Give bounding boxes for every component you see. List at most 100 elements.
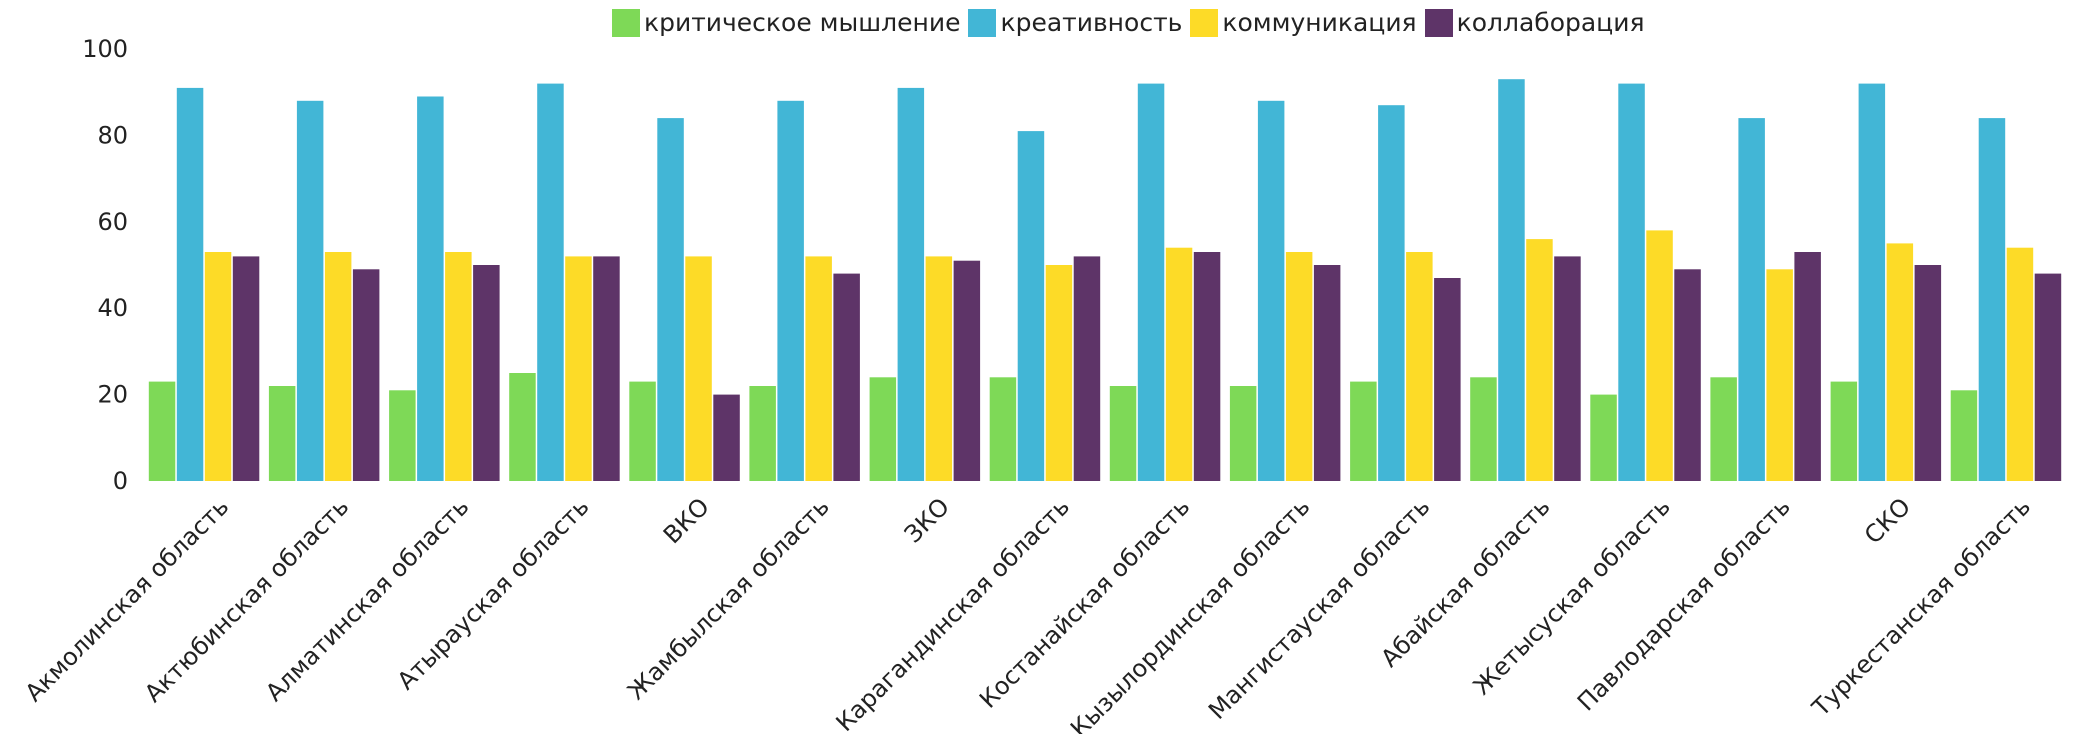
legend: критическое мышление креативность коммун… bbox=[612, 8, 1653, 37]
bar bbox=[417, 96, 444, 481]
bar bbox=[925, 256, 953, 481]
x-tick-label: ВКО bbox=[658, 492, 715, 549]
legend-swatch-creativity bbox=[968, 8, 997, 37]
bar bbox=[749, 386, 776, 481]
legend-item-collaboration: коллаборация bbox=[1424, 8, 1645, 37]
bar bbox=[953, 260, 981, 481]
bar bbox=[1406, 252, 1433, 481]
x-tick-label: Актюбинская область bbox=[139, 492, 354, 707]
x-tick-label: Костанайская область bbox=[974, 492, 1195, 713]
bar bbox=[805, 256, 832, 481]
bar bbox=[1165, 247, 1193, 481]
bar bbox=[833, 273, 860, 481]
bar bbox=[389, 390, 416, 481]
bar bbox=[1950, 390, 1978, 481]
bar bbox=[869, 377, 897, 481]
bar bbox=[176, 87, 204, 482]
bar bbox=[1378, 105, 1405, 481]
bar bbox=[473, 265, 500, 481]
legend-label-communication: коммуникация bbox=[1222, 8, 1417, 37]
x-tick-label: ЗКО bbox=[899, 492, 955, 548]
x-tick-label: Жамбылская область bbox=[622, 492, 835, 705]
bar bbox=[1470, 377, 1497, 481]
legend-label-creativity: креативность bbox=[1000, 8, 1183, 37]
bar bbox=[1257, 100, 1285, 482]
bar bbox=[1886, 243, 1914, 481]
x-tick-label: СКО bbox=[1859, 492, 1916, 549]
bar bbox=[2006, 247, 2034, 481]
legend-swatch-collaboration bbox=[1424, 8, 1453, 37]
y-axis: 0 20 40 60 80 100 bbox=[82, 35, 128, 495]
bar bbox=[1434, 278, 1461, 481]
bar bbox=[629, 381, 656, 481]
bar bbox=[1830, 381, 1858, 481]
bar bbox=[685, 256, 712, 481]
bar bbox=[1618, 83, 1645, 481]
bar bbox=[1526, 239, 1553, 481]
bar bbox=[1738, 118, 1765, 481]
bar bbox=[352, 269, 380, 481]
bar bbox=[1978, 118, 2006, 481]
x-tick-label: Алматинская область bbox=[260, 492, 474, 706]
bar bbox=[268, 386, 296, 481]
bar bbox=[1646, 230, 1673, 481]
bar bbox=[1794, 252, 1821, 481]
bar bbox=[1674, 269, 1701, 481]
x-tick-label: Атырауская область bbox=[392, 492, 595, 695]
x-tick-label: Кызылординская область bbox=[1065, 492, 1315, 734]
bar bbox=[897, 87, 925, 482]
bar bbox=[1590, 394, 1617, 481]
bar bbox=[296, 100, 324, 482]
bar bbox=[1137, 83, 1165, 481]
bar bbox=[1766, 269, 1793, 481]
y-tick-label: 80 bbox=[97, 121, 128, 149]
bar bbox=[1229, 386, 1257, 481]
bar bbox=[989, 377, 1017, 481]
bar bbox=[2034, 273, 2062, 481]
y-tick-label: 0 bbox=[113, 467, 128, 495]
bar bbox=[1073, 256, 1101, 481]
x-tick-label: Жетысуская область bbox=[1468, 492, 1676, 700]
bar bbox=[713, 394, 740, 481]
bar bbox=[1285, 252, 1313, 481]
x-tick-label: Туркестанская область bbox=[1806, 492, 2036, 722]
y-tick-label: 60 bbox=[97, 208, 128, 236]
bars bbox=[148, 79, 2062, 482]
bar bbox=[148, 381, 176, 481]
x-tick-label: Павлодарская область bbox=[1572, 492, 1796, 716]
bar bbox=[324, 252, 352, 481]
bar bbox=[565, 256, 592, 481]
bar bbox=[232, 256, 260, 481]
bar bbox=[1350, 381, 1377, 481]
y-tick-label: 20 bbox=[97, 381, 128, 409]
bar bbox=[1858, 83, 1886, 481]
bar bbox=[1914, 265, 1942, 481]
legend-label-collaboration: коллаборация bbox=[1456, 8, 1645, 37]
bar bbox=[1193, 252, 1221, 481]
bar bbox=[204, 252, 232, 481]
y-tick-label: 40 bbox=[97, 294, 128, 322]
legend-label-critical-thinking: критическое мышление bbox=[644, 8, 961, 37]
bar bbox=[1313, 265, 1341, 481]
bar bbox=[1017, 131, 1045, 481]
x-tick-label: Мангистауская область bbox=[1203, 492, 1435, 724]
x-tick-label: Акмолинская область bbox=[20, 492, 235, 707]
bar bbox=[777, 100, 804, 482]
bar bbox=[509, 373, 536, 481]
bar bbox=[1554, 256, 1581, 481]
bar bbox=[537, 83, 564, 481]
y-tick-label: 100 bbox=[82, 35, 128, 63]
bar bbox=[657, 118, 684, 481]
legend-swatch-critical-thinking bbox=[612, 8, 640, 37]
bar bbox=[1498, 79, 1525, 481]
bar bbox=[593, 256, 620, 481]
x-tick-label: Карагандинская область bbox=[831, 492, 1076, 734]
legend-swatch-communication bbox=[1190, 8, 1219, 37]
bar bbox=[1109, 386, 1137, 481]
bar bbox=[445, 252, 472, 481]
legend-item-creativity: креативность bbox=[968, 8, 1182, 37]
legend-item-communication: коммуникация bbox=[1190, 8, 1417, 37]
legend-item-critical-thinking: критическое мышление bbox=[612, 8, 960, 37]
